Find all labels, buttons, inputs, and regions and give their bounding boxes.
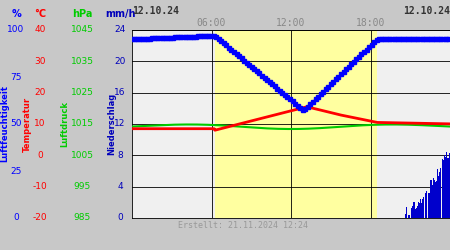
Text: mm/h: mm/h (105, 9, 135, 19)
Bar (408, 215, 409, 218)
Bar (405, 214, 406, 218)
Text: 4: 4 (117, 182, 123, 191)
Text: 50: 50 (10, 120, 22, 128)
Bar (447, 158, 448, 218)
Text: Luftdruck: Luftdruck (60, 101, 69, 147)
Bar (436, 181, 437, 218)
Bar (421, 203, 422, 218)
Bar (420, 198, 421, 218)
Text: -20: -20 (33, 214, 47, 222)
Bar (443, 160, 444, 218)
Bar (434, 180, 435, 218)
Text: -10: -10 (32, 182, 47, 191)
Text: 24: 24 (114, 26, 126, 35)
Bar (406, 207, 407, 218)
Text: 1015: 1015 (71, 120, 94, 128)
Bar (428, 192, 429, 218)
Bar (411, 208, 412, 218)
Text: Niederschlag: Niederschlag (108, 93, 117, 155)
Text: 12:00: 12:00 (276, 18, 306, 28)
Text: 10: 10 (34, 120, 46, 128)
Text: 18:00: 18:00 (356, 18, 385, 28)
Bar (417, 206, 418, 218)
Text: 8: 8 (117, 151, 123, 160)
Bar (412, 206, 413, 218)
Bar (429, 193, 430, 218)
Bar (423, 197, 424, 218)
Text: 75: 75 (10, 72, 22, 82)
Text: 30: 30 (34, 57, 46, 66)
Bar (415, 209, 416, 218)
Text: 100: 100 (7, 26, 25, 35)
Bar (416, 208, 417, 218)
Text: 20: 20 (34, 88, 46, 97)
Text: 0: 0 (117, 214, 123, 222)
Bar (449, 153, 450, 218)
Bar (409, 214, 410, 218)
Text: %: % (11, 9, 21, 19)
Bar (444, 156, 445, 218)
Bar (448, 158, 449, 218)
Text: °C: °C (34, 9, 46, 19)
Text: 06:00: 06:00 (197, 18, 226, 28)
Text: Erstellt: 21.11.2024 12:24: Erstellt: 21.11.2024 12:24 (178, 220, 308, 230)
Text: 12.10.24: 12.10.24 (403, 6, 450, 16)
Bar (442, 159, 443, 218)
Bar (424, 198, 425, 218)
Text: hPa: hPa (72, 9, 92, 19)
Text: Temperatur: Temperatur (22, 96, 32, 152)
Text: 1025: 1025 (71, 88, 94, 97)
Bar (410, 205, 411, 218)
Bar (435, 182, 436, 218)
Bar (215, 30, 377, 218)
Bar (426, 191, 427, 218)
Bar (440, 168, 441, 218)
Bar (446, 152, 447, 218)
Text: 0: 0 (37, 151, 43, 160)
Bar (418, 202, 419, 218)
Bar (419, 203, 420, 218)
Bar (431, 180, 432, 218)
Bar (439, 172, 440, 218)
Text: 20: 20 (114, 57, 126, 66)
Bar (445, 158, 446, 218)
Text: 1035: 1035 (71, 57, 94, 66)
Text: 25: 25 (10, 166, 22, 175)
Text: 12: 12 (114, 120, 126, 128)
Text: 1005: 1005 (71, 151, 94, 160)
Text: Luftfeuchtigkeit: Luftfeuchtigkeit (0, 86, 9, 162)
Bar (437, 169, 438, 218)
Bar (433, 178, 434, 218)
Bar (407, 209, 408, 218)
Text: 16: 16 (114, 88, 126, 97)
Bar (425, 193, 426, 218)
Text: 1045: 1045 (71, 26, 94, 35)
Text: 0: 0 (13, 214, 19, 222)
Text: 985: 985 (73, 214, 90, 222)
Text: 12.10.24: 12.10.24 (132, 6, 179, 16)
Bar (441, 170, 442, 218)
Text: 40: 40 (34, 26, 46, 35)
Text: 995: 995 (73, 182, 90, 191)
Bar (413, 213, 414, 218)
Bar (414, 202, 415, 218)
